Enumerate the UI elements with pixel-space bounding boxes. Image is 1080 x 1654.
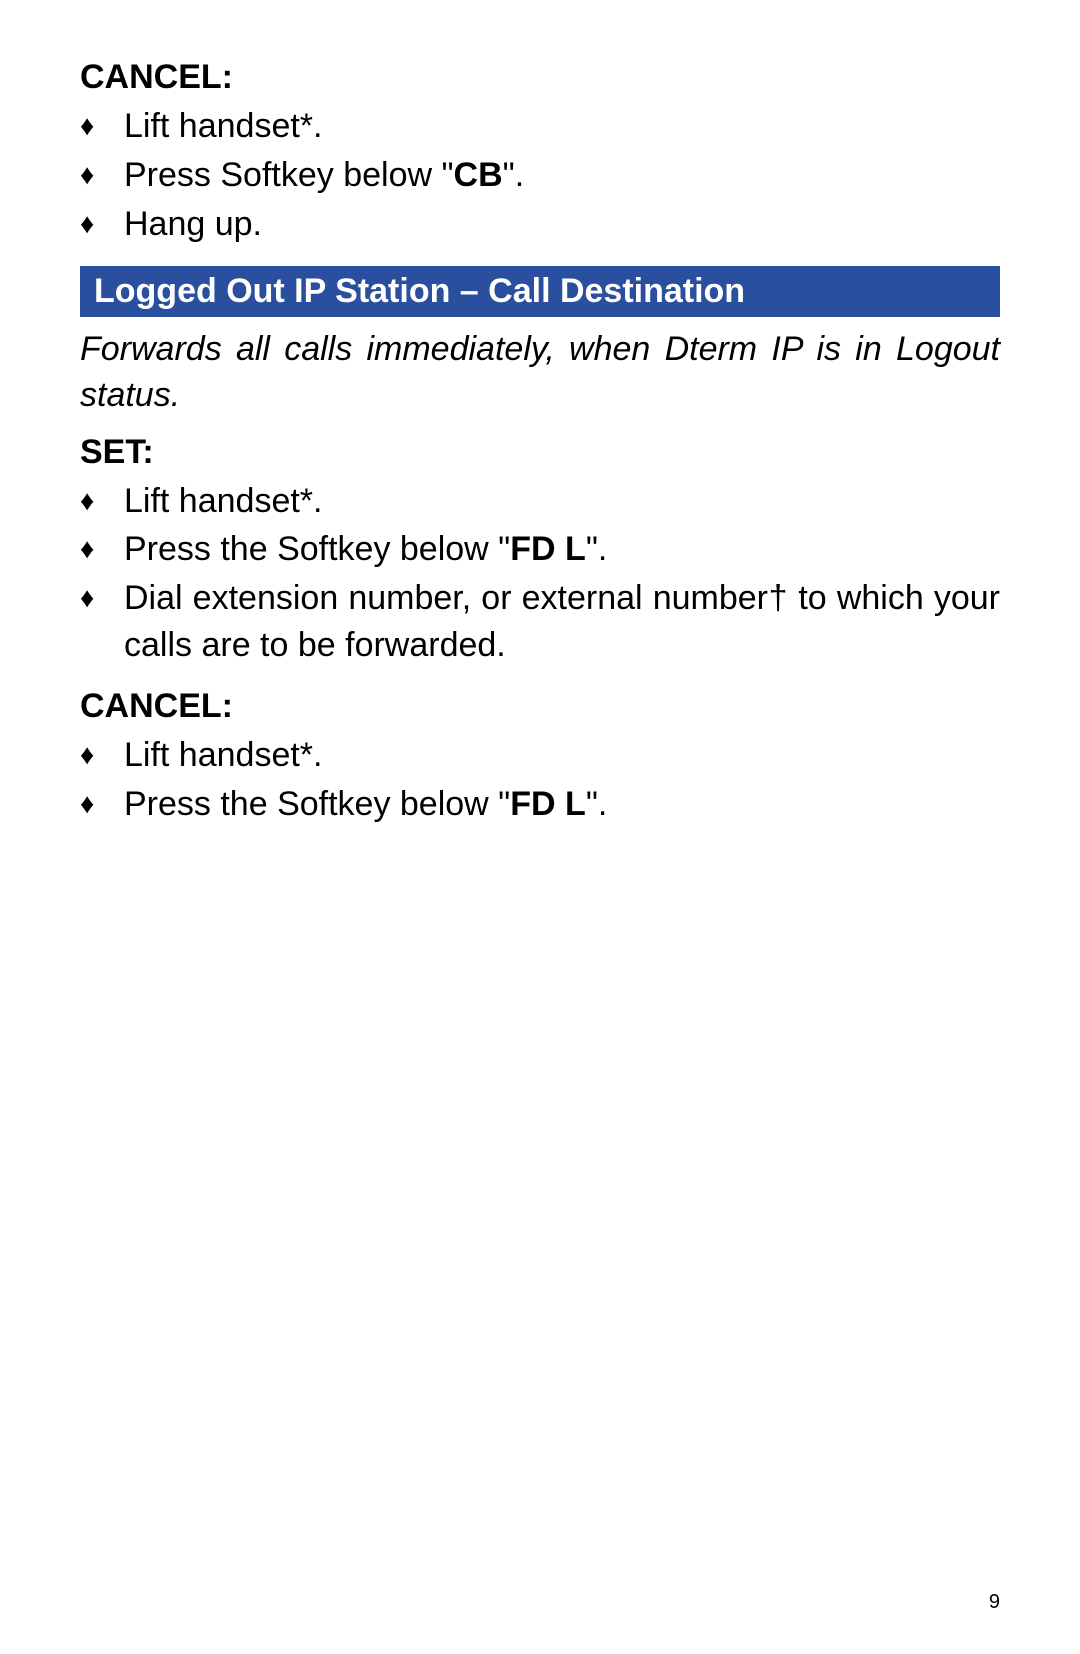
diamond-icon: ♦ <box>80 526 124 569</box>
section-bar: Logged Out IP Station – Call Destination <box>80 266 1000 317</box>
list-item: ♦ Lift handset*. <box>80 732 1000 779</box>
bullet-text: Press the Softkey below "FD L". <box>124 526 1000 573</box>
diamond-icon: ♦ <box>80 478 124 521</box>
cancel1-list: ♦ Lift handset*. ♦ Press Softkey below "… <box>80 103 1000 248</box>
bullet-text: Hang up. <box>124 201 1000 248</box>
bullet-text: Dial extension number, or external numbe… <box>124 575 1000 669</box>
list-item: ♦ Lift handset*. <box>80 103 1000 150</box>
bullet-text: Press the Softkey below "FD L". <box>124 781 1000 828</box>
set-heading: SET: <box>80 433 1000 472</box>
list-item: ♦ Hang up. <box>80 201 1000 248</box>
bullet-text: Press Softkey below "CB". <box>124 152 1000 199</box>
diamond-icon: ♦ <box>80 732 124 775</box>
diamond-icon: ♦ <box>80 781 124 824</box>
cancel1-heading: CANCEL: <box>80 58 1000 97</box>
diamond-icon: ♦ <box>80 152 124 195</box>
diamond-icon: ♦ <box>80 575 124 618</box>
cancel2-list: ♦ Lift handset*. ♦ Press the Softkey bel… <box>80 732 1000 828</box>
list-item: ♦ Press Softkey below "CB". <box>80 152 1000 199</box>
set-list: ♦ Lift handset*. ♦ Press the Softkey bel… <box>80 478 1000 670</box>
list-item: ♦ Press the Softkey below "FD L". <box>80 526 1000 573</box>
cancel2-heading: CANCEL: <box>80 687 1000 726</box>
list-item: ♦ Press the Softkey below "FD L". <box>80 781 1000 828</box>
list-item: ♦ Lift handset*. <box>80 478 1000 525</box>
bullet-text: Lift handset*. <box>124 103 1000 150</box>
bullet-text: Lift handset*. <box>124 732 1000 779</box>
section-description: Forwards all calls immediately, when Dte… <box>80 327 1000 419</box>
page-number: 9 <box>989 1591 1000 1614</box>
diamond-icon: ♦ <box>80 201 124 244</box>
list-item: ♦ Dial extension number, or external num… <box>80 575 1000 669</box>
diamond-icon: ♦ <box>80 103 124 146</box>
bullet-text: Lift handset*. <box>124 478 1000 525</box>
